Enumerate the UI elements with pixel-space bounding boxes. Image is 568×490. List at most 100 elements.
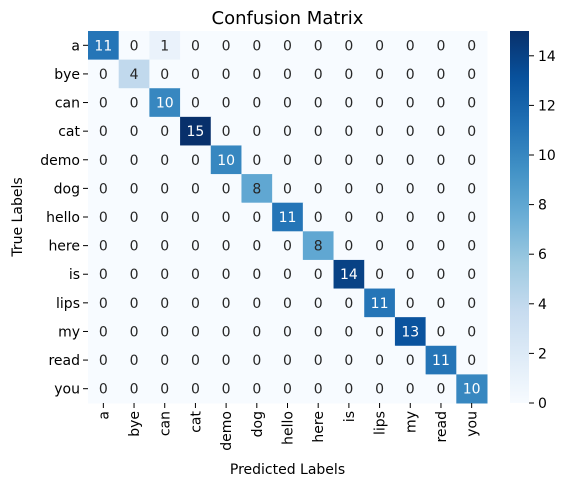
cell-value-label: 0 (344, 67, 353, 83)
cell-value-label: 0 (283, 382, 292, 398)
cell-value-label: 11 (371, 296, 389, 312)
cell-value-label: 0 (437, 38, 446, 54)
heatmap-cell (241, 202, 273, 232)
heatmap-cell (210, 345, 242, 375)
heatmap-cell (394, 174, 427, 204)
heatmap-cell (180, 116, 212, 146)
heatmap-cell (272, 59, 304, 89)
cell-value-label: 0 (160, 67, 169, 83)
heatmap-cell (180, 231, 212, 261)
heatmap-cell (333, 374, 365, 404)
cell-value-label: 0 (437, 296, 446, 312)
heatmap-cell (425, 231, 457, 261)
heatmap-cell (210, 59, 242, 89)
cell-value-label: 0 (252, 296, 261, 312)
cell-value-label: 0 (160, 239, 169, 255)
cell-value-label: 0 (467, 267, 476, 283)
cell-value-label: 0 (222, 210, 231, 226)
heatmap-cell (456, 259, 488, 290)
cell-value-label: 0 (437, 67, 446, 83)
cell-value-label: 0 (191, 67, 200, 83)
heatmap-cell (241, 145, 273, 175)
cell-value-label: 0 (437, 96, 446, 112)
cell-value-label: 0 (406, 210, 415, 226)
heatmap-cell (118, 345, 150, 375)
cell-value-label: 0 (130, 153, 139, 169)
cell-value-label: 0 (344, 324, 353, 340)
heatmap-cell (180, 259, 212, 290)
heatmap-cell (302, 59, 335, 89)
y-axis-label: True Labels (10, 177, 26, 257)
cell-value-label: 0 (406, 239, 415, 255)
cell-value-label: 0 (406, 296, 415, 312)
cell-value-label: 0 (222, 124, 231, 140)
cell-value-label: 0 (375, 124, 384, 140)
heatmap-cell (302, 231, 335, 261)
cell-value-label: 0 (191, 210, 200, 226)
cell-value-label: 0 (344, 96, 353, 112)
heatmap-cell (272, 231, 304, 261)
cell-value-label: 0 (375, 181, 384, 197)
cell-value-label: 0 (437, 124, 446, 140)
heatmap-cell (118, 174, 150, 204)
heatmap-cell (394, 88, 427, 118)
heatmap-cell (394, 374, 427, 404)
cell-value-label: 0 (252, 353, 261, 369)
cell-value-label: 0 (130, 239, 139, 255)
heatmap-cell (272, 145, 304, 175)
heatmap-cell (333, 202, 365, 232)
heatmap-cell (425, 31, 457, 61)
cell-value-label: 0 (437, 267, 446, 283)
heatmap-cell (394, 31, 427, 61)
heatmap-cell (364, 31, 396, 61)
cell-value-label: 0 (99, 96, 108, 112)
cell-value-label: 0 (406, 153, 415, 169)
cell-value-label: 0 (252, 38, 261, 54)
heatmap-cell (149, 202, 181, 232)
heatmap-cell (333, 345, 365, 375)
cell-value-label: 0 (314, 38, 323, 54)
x-tick-label: my (403, 411, 419, 433)
cell-value-label: 0 (375, 239, 384, 255)
colorbar-tick-label: 6 (538, 247, 547, 263)
heatmap-grid: 11 0 1 0 0 0 0 0 0 0 0 0 00 4 0 0 0 0 0 0 0 0 0 0 00 0 10 0 0 0 0 0 0 0 0 0… (88, 31, 488, 404)
cell-value-label: 0 (222, 353, 231, 369)
heatmap-cell (88, 116, 120, 146)
heatmap-cell (333, 59, 365, 89)
heatmap-cell (241, 88, 273, 118)
cell-value-label: 0 (314, 267, 323, 283)
cell-value-label: 0 (99, 124, 108, 140)
heatmap-cell (333, 231, 365, 261)
heatmap-cell (364, 374, 396, 404)
heatmap-cell (364, 202, 396, 232)
heatmap-cell (88, 174, 120, 204)
cell-value-label: 0 (314, 296, 323, 312)
heatmap-cell (241, 345, 273, 375)
heatmap-cell (241, 174, 273, 204)
cell-value-label: 0 (344, 353, 353, 369)
heatmap-cell (241, 288, 273, 318)
heatmap-cell (180, 288, 212, 318)
cell-value-label: 15 (187, 124, 205, 140)
cell-value-label: 0 (314, 124, 323, 140)
cell-value-label: 0 (191, 38, 200, 54)
heatmap-cell (302, 345, 335, 375)
heatmap-cell (149, 145, 181, 175)
heatmap-cell (394, 288, 427, 318)
heatmap-cell (394, 59, 427, 89)
cell-value-label: 0 (437, 153, 446, 169)
heatmap-cell (333, 31, 365, 61)
heatmap-cell (425, 116, 457, 146)
cell-value-label: 0 (99, 153, 108, 169)
heatmap-cell (333, 259, 365, 290)
heatmap-cell (456, 88, 488, 118)
heatmap-cell (272, 374, 304, 404)
y-tick-label: my (58, 324, 80, 340)
cell-value-label: 0 (191, 96, 200, 112)
heatmap-cell (118, 202, 150, 232)
x-tick-label: read (434, 411, 450, 443)
heatmap-cell (456, 231, 488, 261)
cell-value-label: 8 (252, 181, 261, 197)
cell-value-label: 0 (314, 67, 323, 83)
cell-value-label: 1 (160, 38, 169, 54)
